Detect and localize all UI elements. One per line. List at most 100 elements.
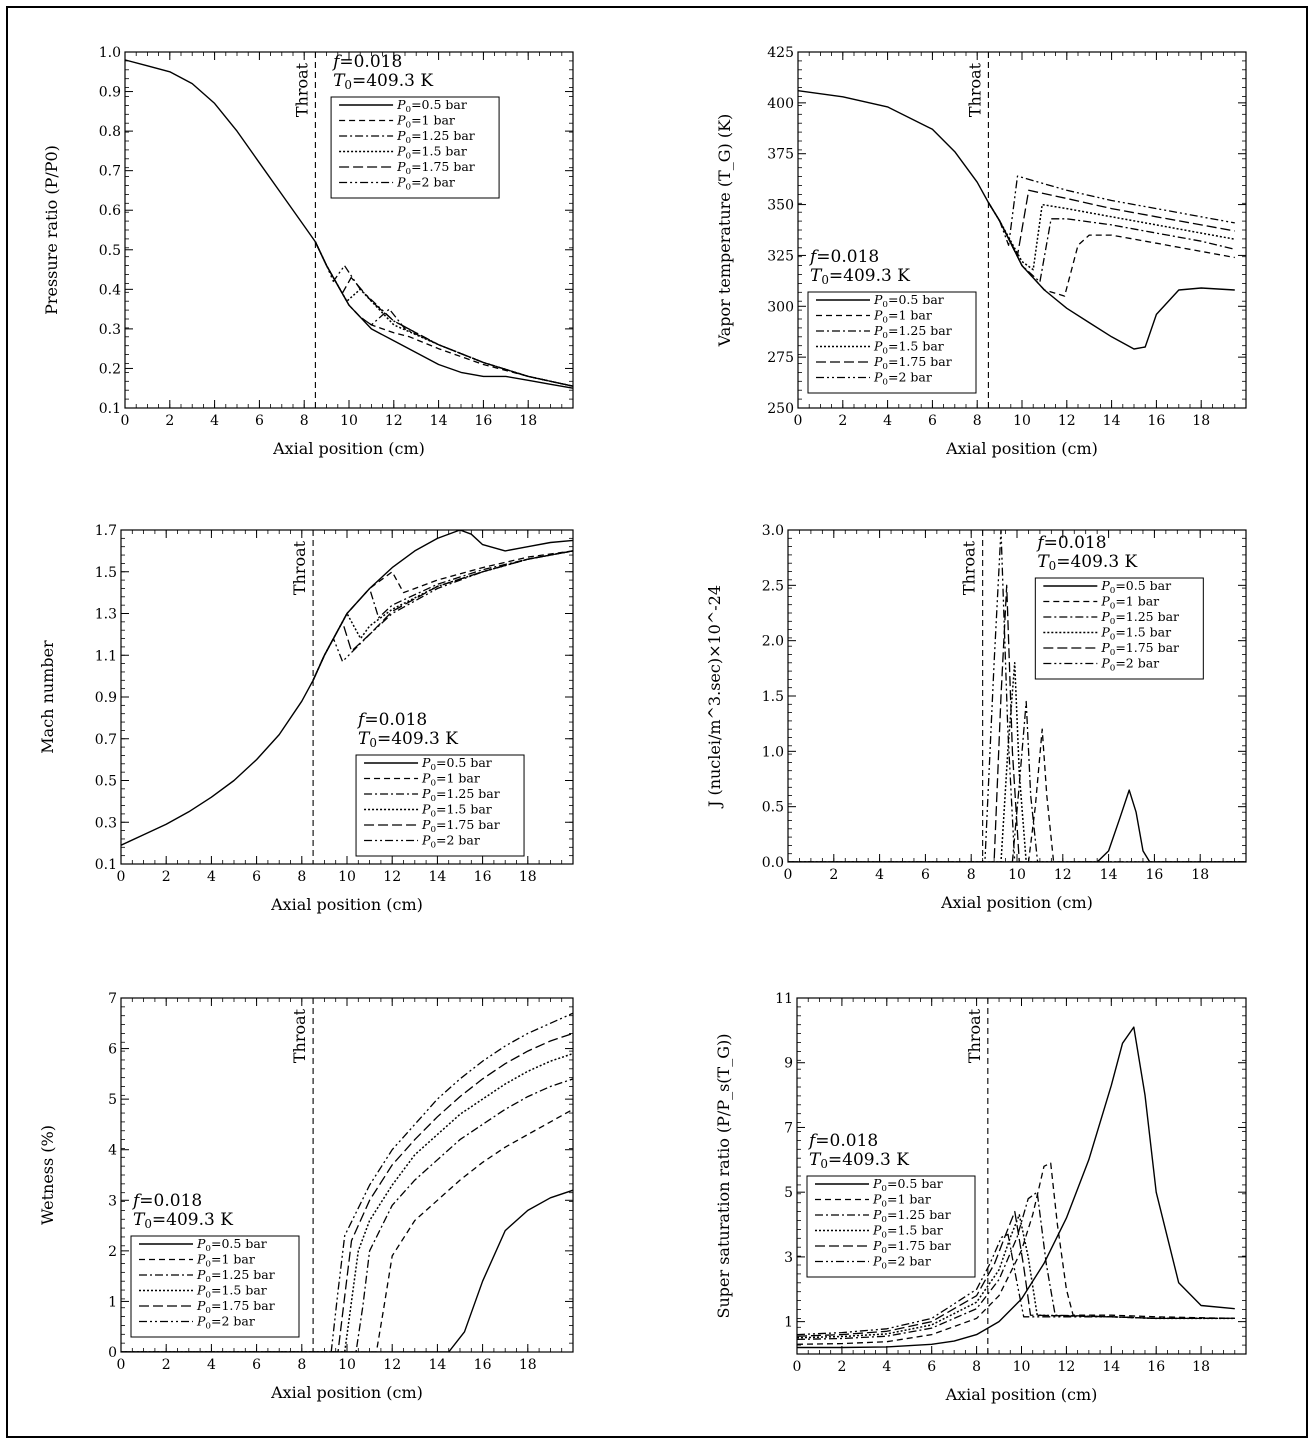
x-tick-label: 8: [967, 867, 976, 883]
series-line: [987, 202, 1235, 283]
x-tick-label: 14: [1102, 1359, 1120, 1375]
x-tick-label: 2: [165, 413, 174, 429]
annotation-f: f=0.018: [131, 1191, 202, 1211]
x-tick-label: 8: [300, 413, 309, 429]
x-tick-label: 16: [1145, 867, 1163, 883]
x-tick-label: 4: [207, 1357, 216, 1373]
x-tick-label: 0: [794, 413, 803, 429]
throat-label: Throat: [965, 62, 984, 117]
series-line: [121, 1012, 573, 1352]
y-axis-label: Wetness (%): [38, 1125, 57, 1225]
x-tick-label: 12: [1057, 1359, 1075, 1375]
x-tick-label: 6: [928, 413, 937, 429]
y-tick-label: 300: [767, 299, 794, 315]
legend-label: P0=1.75 bar: [196, 1298, 275, 1316]
series-line: [121, 1032, 573, 1352]
legend-label: P0=1.5 bar: [196, 1283, 267, 1301]
series-line: [314, 241, 573, 387]
y-tick-label: 0.5: [762, 800, 784, 816]
x-tick-label: 6: [921, 867, 930, 883]
legend-label: P0=1 bar: [1100, 594, 1159, 612]
y-tick-label: 0.0: [762, 855, 784, 871]
series-line: [788, 700, 1246, 862]
series-line: [797, 1026, 1235, 1349]
legend-box: [806, 1175, 976, 1278]
x-tick-label: 18: [1192, 413, 1210, 429]
series-line: [121, 1052, 573, 1352]
x-tick-label: 6: [927, 1359, 936, 1375]
annotation-f: f=0.018: [1035, 533, 1106, 553]
x-tick-label: 6: [255, 413, 264, 429]
legend-label: P0=1.75 bar: [396, 159, 475, 177]
x-tick-label: 18: [1192, 1359, 1210, 1375]
annotation-f: f=0.018: [808, 247, 879, 267]
legend-label: P0=1.75 bar: [872, 1238, 951, 1256]
y-tick-label: 0: [108, 1345, 117, 1361]
series-line: [312, 550, 573, 681]
x-tick-label: 10: [338, 869, 356, 885]
legend-box: [1034, 577, 1204, 680]
y-tick-label: 0.7: [95, 732, 117, 748]
y-tick-label: 6: [108, 1042, 117, 1058]
series-line: [797, 1162, 1235, 1345]
y-tick-label: 2.5: [762, 578, 784, 594]
x-tick-label: 16: [474, 869, 492, 885]
legend-label: P0=0.5 bar: [872, 1176, 943, 1194]
y-tick-label: 0.1: [99, 401, 121, 417]
x-tick-label: 2: [837, 1359, 846, 1375]
annotation-T0: T0=409.3 K: [358, 729, 458, 750]
x-axis-label: Axial position (cm): [272, 439, 425, 458]
y-tick-label: 3: [108, 1193, 117, 1209]
x-tick-label: 8: [297, 1357, 306, 1373]
x-tick-label: 12: [385, 413, 403, 429]
y-tick-label: 0.8: [99, 124, 121, 140]
x-tick-label: 16: [1147, 1359, 1165, 1375]
annotation-f: f=0.018: [807, 1131, 878, 1151]
y-tick-label: 250: [767, 401, 794, 417]
series-line: [788, 662, 1246, 862]
throat-label: Throat: [290, 540, 309, 595]
x-tick-label: 0: [117, 869, 126, 885]
y-tick-label: 425: [767, 45, 794, 61]
legend-label: P0=0.5 bar: [421, 755, 492, 773]
y-tick-label: 1: [108, 1294, 117, 1310]
annotation-T0: T0=409.3 K: [809, 1150, 909, 1171]
x-tick-label: 8: [972, 1359, 981, 1375]
series-line: [314, 241, 573, 387]
y-axis-label: J (nuclei/m^3.sec)×10^-24: [705, 585, 724, 809]
series-line: [121, 1108, 573, 1352]
y-tick-label: 0.3: [99, 322, 121, 338]
x-tick-label: 12: [383, 1357, 401, 1373]
x-tick-label: 4: [210, 413, 219, 429]
y-tick-label: 0.9: [95, 690, 117, 706]
legend-label: P0=1.25 bar: [873, 323, 952, 341]
y-tick-label: 0.3: [95, 815, 117, 831]
annotation-T0: T0=409.3 K: [333, 71, 433, 92]
legend-label: P0=1.5 bar: [421, 802, 492, 820]
legend-label: P0=1.75 bar: [873, 354, 952, 372]
legend-label: P0=1.75 bar: [1100, 640, 1179, 658]
y-tick-label: 0.2: [99, 361, 121, 377]
chart-panel-2: 0 2 4 6 8 10 12 14 16 18 250 275 300 325 350 375 400 425 A…: [715, 45, 1247, 458]
x-tick-label: 0: [784, 867, 793, 883]
legend-label: P0=1 bar: [421, 771, 480, 789]
x-tick-label: 10: [1013, 413, 1031, 429]
x-tick-label: 14: [1100, 867, 1118, 883]
y-tick-label: 5: [784, 1185, 793, 1201]
annotation-f: f=0.018: [356, 710, 427, 730]
legend-label: P0=1 bar: [396, 113, 455, 131]
legend-box: [807, 291, 977, 394]
chart-panel-6: 0 2 4 6 8 10 12 14 16 18 1 3 5 7 9 11 Axial position (cm…: [714, 991, 1247, 1404]
x-axis-label: Axial position (cm): [270, 1383, 423, 1402]
x-tick-label: 2: [829, 867, 838, 883]
legend-label: P0=1.25 bar: [196, 1267, 275, 1285]
series-line: [788, 584, 1246, 862]
y-tick-label: 5: [108, 1092, 117, 1108]
y-tick-label: 0.5: [99, 243, 121, 259]
series-line: [312, 550, 573, 681]
x-tick-label: 6: [252, 869, 261, 885]
x-tick-label: 10: [1008, 867, 1026, 883]
